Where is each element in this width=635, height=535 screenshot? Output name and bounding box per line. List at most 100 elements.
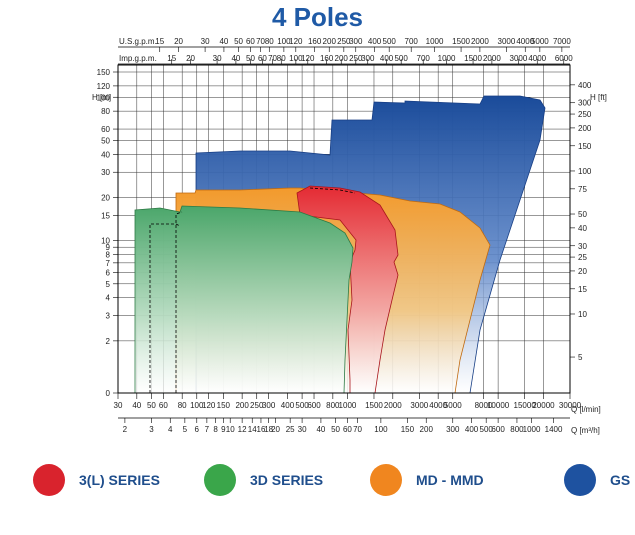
m3h-tick-label: 9 — [221, 425, 226, 434]
y-tick-label-m: 150 — [97, 68, 111, 77]
m3h-tick-label: 25 — [286, 425, 295, 434]
m3h-tick-label: 800 — [510, 425, 524, 434]
usgpm-tick-label: 30 — [201, 37, 210, 46]
usgpm-tick-label: 2000 — [471, 37, 489, 46]
lmin-tick-label: 1500 — [365, 401, 383, 410]
lmin-tick-label: 10000 — [487, 401, 510, 410]
impgpm-tick-label: 40 — [231, 54, 240, 63]
m3h-tick-label: 7 — [205, 425, 210, 434]
lmin-tick-label: 600 — [307, 401, 321, 410]
plot-frame — [117, 64, 571, 394]
legend-item-gs: GS — [564, 462, 630, 498]
y-ticks-ft: 5 10 15 20 25 30 40 50 75 100 150 200 250 300 400 — [570, 81, 592, 362]
m3h-tick-label: 18 — [264, 425, 273, 434]
m3h-tick-label: 200 — [420, 425, 434, 434]
lmin-tick-label: 200 — [235, 401, 249, 410]
lmin-tick-label: 30 — [114, 401, 123, 410]
y-tick-label-ft: 5 — [578, 353, 583, 362]
lmin-tick-label: 20000 — [532, 401, 555, 410]
lmin-tick-label: 5000 — [444, 401, 462, 410]
lmin-tick-label: 4000 — [429, 401, 447, 410]
lmin-tick-label: 60 — [159, 401, 168, 410]
lmin-tick-label: 100 — [190, 401, 204, 410]
y-tick-label-ft: 300 — [578, 99, 592, 108]
legend-item-md: MD - MMD — [370, 462, 484, 498]
legend-swatch-3d — [204, 464, 236, 496]
impgpm-tick-label: 100 — [289, 54, 303, 63]
y-tick-label-ft: 30 — [578, 242, 587, 251]
legend-label-gs: GS — [610, 472, 631, 488]
lmin-tick-label: 800 — [326, 401, 340, 410]
usgpm-tick-label: 500 — [383, 37, 397, 46]
usgpm-tick-label: 700 — [405, 37, 419, 46]
lmin-tick-label: 40 — [132, 401, 141, 410]
impgpm-label: Imp.g.p.m. — [119, 54, 157, 63]
usgpm-tick-label: 60 — [246, 37, 255, 46]
lmin-tick-label: 120 — [202, 401, 216, 410]
m3h-tick-label: 10 — [226, 425, 235, 434]
lmin-tick-label: 300 — [262, 401, 276, 410]
usgpm-tick-label: 200 — [323, 37, 337, 46]
m3h-tick-label: 5 — [183, 425, 188, 434]
y-tick-label-m: 4 — [106, 294, 111, 303]
dashed-curve-3l — [309, 187, 356, 194]
usgpm-tick-label: 20 — [174, 37, 183, 46]
y-tick-label-m: 3 — [106, 312, 111, 321]
m3h-tick-label: 60 — [343, 425, 352, 434]
m3h-tick-label: 600 — [491, 425, 505, 434]
m3h-tick-label: 1000 — [523, 425, 541, 434]
impgpm-tick-label: 300 — [361, 54, 375, 63]
m3h-tick-label: 4 — [168, 425, 173, 434]
y-axis-label-m: H [m] — [92, 93, 111, 102]
legend-swatch-gs — [564, 464, 596, 496]
m3h-tick-label: 400 — [465, 425, 479, 434]
y-tick-label-m: 15 — [101, 211, 110, 220]
m3h-tick-label: 20 — [271, 425, 280, 434]
usgpm-tick-label: 120 — [289, 37, 303, 46]
lmin-tick-label: 1000 — [339, 401, 357, 410]
m3h-tick-label: 3 — [149, 425, 154, 434]
y-tick-label-m: 80 — [101, 107, 110, 116]
y-tick-label-ft: 25 — [578, 253, 587, 262]
impgpm-tick-label: 3000 — [510, 54, 528, 63]
lmin-tick-label: 150 — [217, 401, 231, 410]
usgpm-tick-label: 7000 — [553, 37, 571, 46]
impgpm-tick-label: 120 — [301, 54, 315, 63]
usgpm-tick-label: 100 — [277, 37, 291, 46]
y-tick-label-m: 40 — [101, 150, 110, 159]
y-tick-label-ft: 10 — [578, 310, 587, 319]
usgpm-tick-label: 15 — [155, 37, 164, 46]
y-tick-label-m: 7 — [106, 259, 111, 268]
m3h-tick-label: 6 — [195, 425, 200, 434]
m3h-tick-label: 2 — [123, 425, 128, 434]
y-tick-label-m: 100 — [97, 93, 111, 102]
lmin-tick-label: 250 — [250, 401, 264, 410]
m3h-tick-label: 70 — [353, 425, 362, 434]
usgpm-tick-label: 5000 — [531, 37, 549, 46]
usgpm-tick-label: 80 — [265, 37, 274, 46]
m3h-tick-label: 500 — [480, 425, 494, 434]
impgpm-tick-label: 1000 — [438, 54, 456, 63]
impgpm-tick-label: 200 — [335, 54, 349, 63]
legend-label-3l: 3(L) SERIES — [79, 472, 160, 488]
y-tick-label-m: 9 — [106, 243, 111, 252]
m3h-tick-label: 1400 — [545, 425, 563, 434]
lmin-tick-label: 30000 — [559, 401, 582, 410]
m3h-tick-label: 300 — [446, 425, 460, 434]
legend-label-md: MD - MMD — [416, 472, 484, 488]
y-tick-label-ft: 150 — [578, 142, 592, 151]
x-axis-label-m3h: Q [m³/h] — [571, 426, 600, 435]
impgpm-tick-label: 250 — [349, 54, 363, 63]
impgpm-tick-label: 6000 — [555, 54, 573, 63]
y-tick-label-m: 2 — [106, 337, 111, 346]
legend-swatch-md — [370, 464, 402, 496]
usgpm-tick-label: 70 — [256, 37, 265, 46]
chart-title: 4 Poles — [271, 2, 364, 32]
y-tick-label-ft: 100 — [578, 167, 592, 176]
lmin-tick-label: 8000 — [475, 401, 493, 410]
lmin-tick-label: 3000 — [410, 401, 428, 410]
y-tick-label-ft: 15 — [578, 285, 587, 294]
